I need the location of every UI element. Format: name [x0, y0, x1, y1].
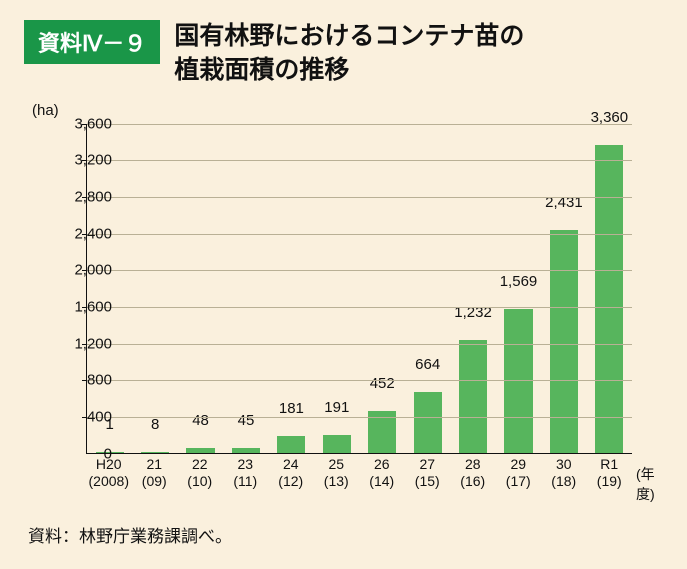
bar-slot: 3,360 [587, 124, 632, 453]
x-tick-label: R1(19) [587, 456, 633, 491]
bar-slot: 1,232 [450, 124, 495, 453]
bars-container: 1 8 48 45 181 191 452 664 1,232 1,5692,4313,360 [87, 124, 632, 453]
bar-value-label: 1,569 [500, 273, 538, 290]
figure-badge: 資料Ⅳ－９ [24, 20, 160, 64]
bar-value-label: 452 [370, 375, 395, 392]
gridline [87, 344, 632, 345]
bar [550, 230, 578, 452]
x-tick-label: 21(09) [132, 456, 178, 491]
gridline [87, 197, 632, 198]
x-tick-label: 27(15) [405, 456, 451, 491]
source-note: 資料：林野庁業務課調べ。 [28, 522, 232, 547]
title-line-1: 国有林野におけるコンテナ苗の [174, 22, 524, 50]
gridline [87, 160, 632, 161]
x-tick-label: 24(12) [268, 456, 314, 491]
title-line-2: 植栽面積の推移 [174, 56, 349, 84]
x-tick-label: 29(17) [496, 456, 542, 491]
bar-chart: (ha) 1848451811914526641,2321,5692,4313,… [24, 102, 664, 522]
bar [323, 435, 351, 452]
x-axis-labels: H20(2008)21(09)22(10)23(11)24(12)25(13)2… [86, 456, 632, 491]
bar-slot: 48 [178, 124, 223, 453]
y-tick-label: 3,200 [62, 152, 112, 169]
bar [595, 145, 623, 452]
bar [141, 452, 169, 453]
x-tick-label: 25(13) [314, 456, 360, 491]
plot-area: 1 8 48 45 181 191 452 664 1,232 1,5692,4313,360 [86, 124, 632, 454]
bar-slot: 2,431 [541, 124, 586, 453]
x-tick-label: 26(14) [359, 456, 405, 491]
gridline [87, 307, 632, 308]
gridline [87, 234, 632, 235]
bar [232, 448, 260, 452]
bar-value-label: 191 [324, 399, 349, 416]
bar-slot: 45 [223, 124, 268, 453]
bar-slot: 1 [87, 124, 132, 453]
bar [414, 392, 442, 453]
y-tick-label: 1,200 [62, 335, 112, 352]
bar-slot: 664 [405, 124, 450, 453]
bar-value-label: 48 [192, 412, 209, 429]
y-tick-label: 2,800 [62, 188, 112, 205]
x-axis-unit: (年度) [636, 464, 664, 504]
figure-title: 国有林野におけるコンテナ苗の 植栽面積の推移 [174, 20, 524, 88]
bar-slot: 191 [314, 124, 359, 453]
bar-slot: 181 [269, 124, 314, 453]
bar-value-label: 8 [151, 416, 159, 433]
gridline [87, 380, 632, 381]
y-tick-label: 1,600 [62, 298, 112, 315]
bar-value-label: 45 [238, 412, 255, 429]
y-tick-label: 2,000 [62, 262, 112, 279]
bar [186, 448, 214, 452]
y-tick-label: 3,600 [62, 115, 112, 132]
x-tick-label: 28(16) [450, 456, 496, 491]
gridline [87, 417, 632, 418]
bar-value-label: 181 [279, 400, 304, 417]
x-tick-label: 30(18) [541, 456, 587, 491]
x-tick-label: 23(11) [223, 456, 269, 491]
y-tick-label: 2,400 [62, 225, 112, 242]
y-tick-label: 400 [62, 408, 112, 425]
y-tick-label: 800 [62, 372, 112, 389]
y-axis-unit: (ha) [32, 102, 59, 119]
bar [277, 436, 305, 453]
gridline [87, 270, 632, 271]
bar [459, 340, 487, 453]
x-tick-label: 22(10) [177, 456, 223, 491]
bar-slot: 8 [132, 124, 177, 453]
bar-slot: 1,569 [496, 124, 541, 453]
bar-slot: 452 [360, 124, 405, 453]
y-tick-label: 0 [62, 445, 112, 462]
bar-value-label: 664 [415, 356, 440, 373]
gridline [87, 124, 632, 125]
